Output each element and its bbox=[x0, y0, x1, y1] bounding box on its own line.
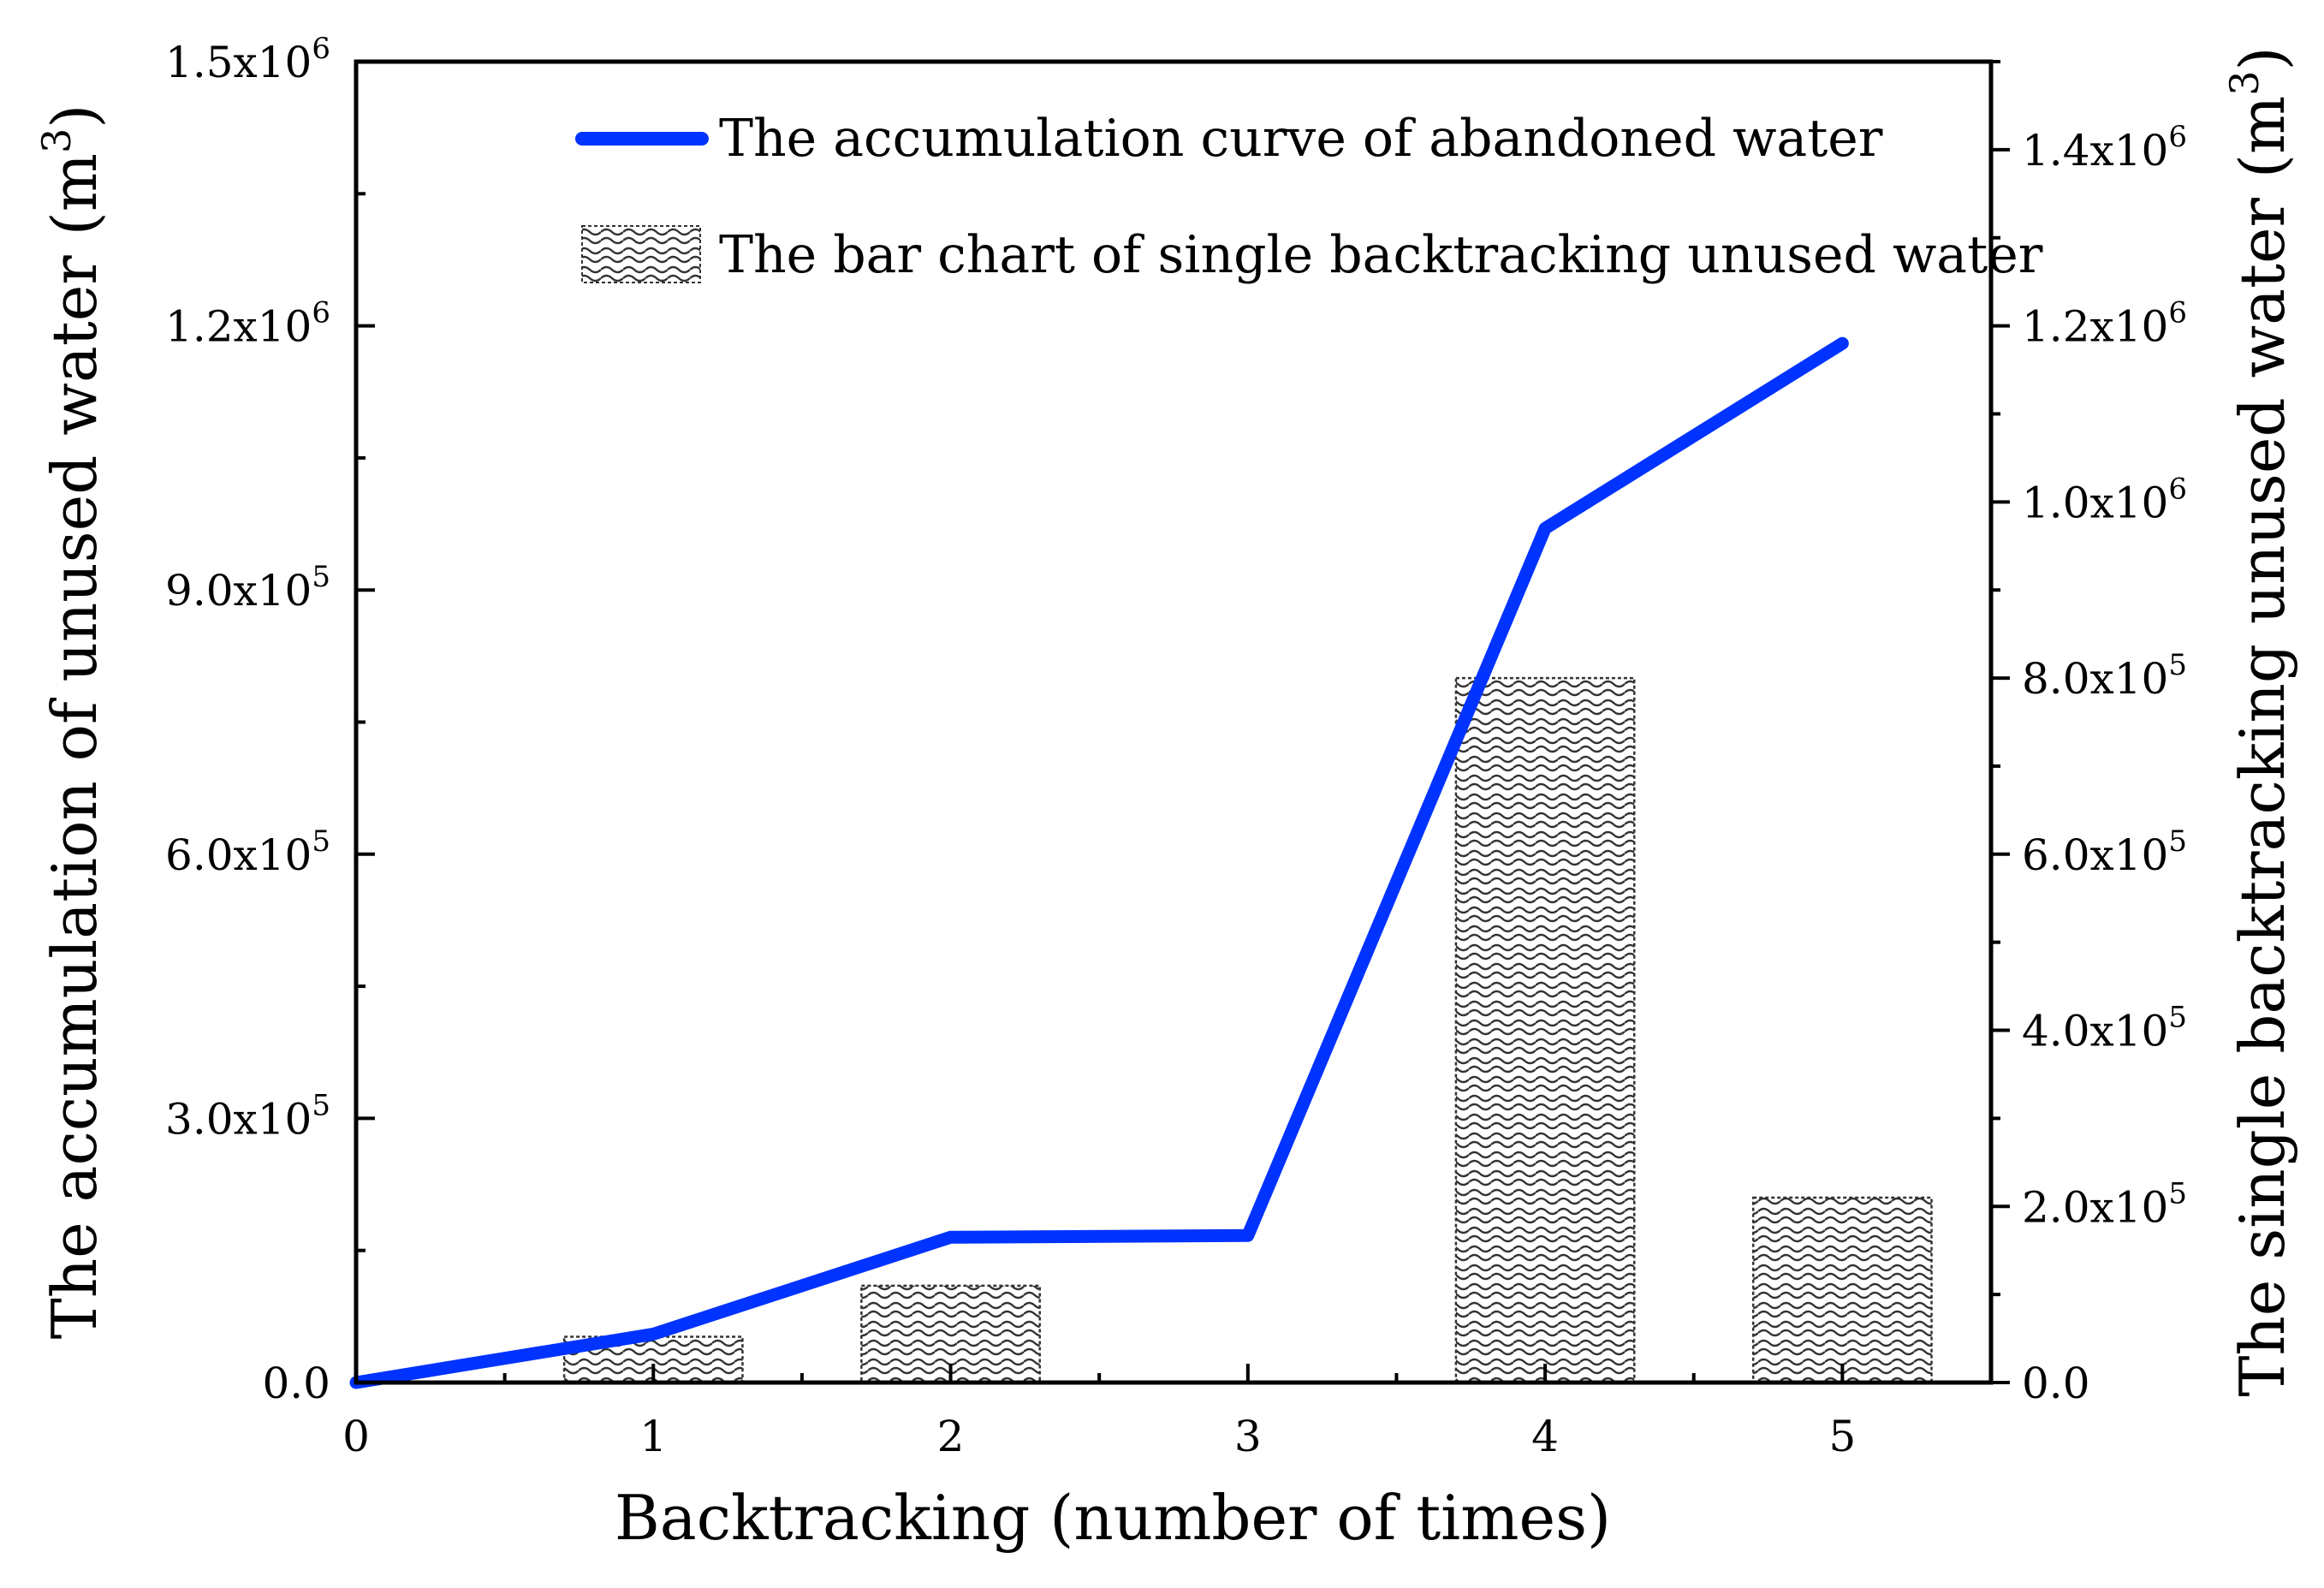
bar-5 bbox=[1751, 1196, 1933, 1384]
y-left-tick-label: 3.0x105 bbox=[165, 1088, 330, 1144]
y-right-tick-label: 1.4x106 bbox=[2022, 120, 2187, 175]
legend-bar-swatch bbox=[581, 225, 701, 283]
y-right-tick-label: 0.0 bbox=[2022, 1359, 2090, 1408]
y-right-axis-title: The single backtracking unused water (m3… bbox=[2221, 46, 2298, 1396]
y-left-tick-label: 1.5x106 bbox=[165, 32, 330, 87]
y-left-tick-label: 0.0 bbox=[262, 1359, 330, 1408]
x-tick-label-1: 1 bbox=[639, 1412, 667, 1461]
y-left-tick-label: 9.0x105 bbox=[165, 560, 330, 616]
y-left-axis-title: The accumulation of unused water (m3) bbox=[33, 104, 110, 1340]
accumulation-line bbox=[349, 336, 1849, 1389]
x-tick-label-5: 5 bbox=[1828, 1412, 1856, 1461]
y-right-tick-label: 8.0x105 bbox=[2022, 648, 2187, 704]
y-right-tick-label: 1.2x106 bbox=[2022, 296, 2187, 352]
legend: The accumulation curve of abandoned wate… bbox=[575, 109, 2043, 285]
x-tick-label-0: 0 bbox=[342, 1412, 370, 1461]
x-tick-label-3: 3 bbox=[1234, 1412, 1262, 1461]
x-axis-title: Backtracking (number of times) bbox=[615, 1482, 1611, 1554]
y-right-tick-label: 1.0x106 bbox=[2022, 472, 2187, 527]
y-right-tick-label: 4.0x105 bbox=[2022, 1001, 2187, 1056]
y-left-tick-label: 6.0x105 bbox=[165, 824, 330, 880]
y-right-tick-label: 6.0x105 bbox=[2022, 824, 2187, 880]
bar-4 bbox=[1454, 676, 1636, 1384]
legend-line-label: The accumulation curve of abandoned wate… bbox=[719, 109, 1883, 169]
y-right-tick-label: 2.0x105 bbox=[2022, 1176, 2187, 1232]
x-tick-label-4: 4 bbox=[1531, 1412, 1559, 1461]
y-left-tick-label: 1.2x106 bbox=[165, 296, 330, 352]
x-tick-label-2: 2 bbox=[937, 1412, 965, 1461]
legend-bar-label: The bar chart of single backtracking unu… bbox=[719, 225, 2043, 285]
